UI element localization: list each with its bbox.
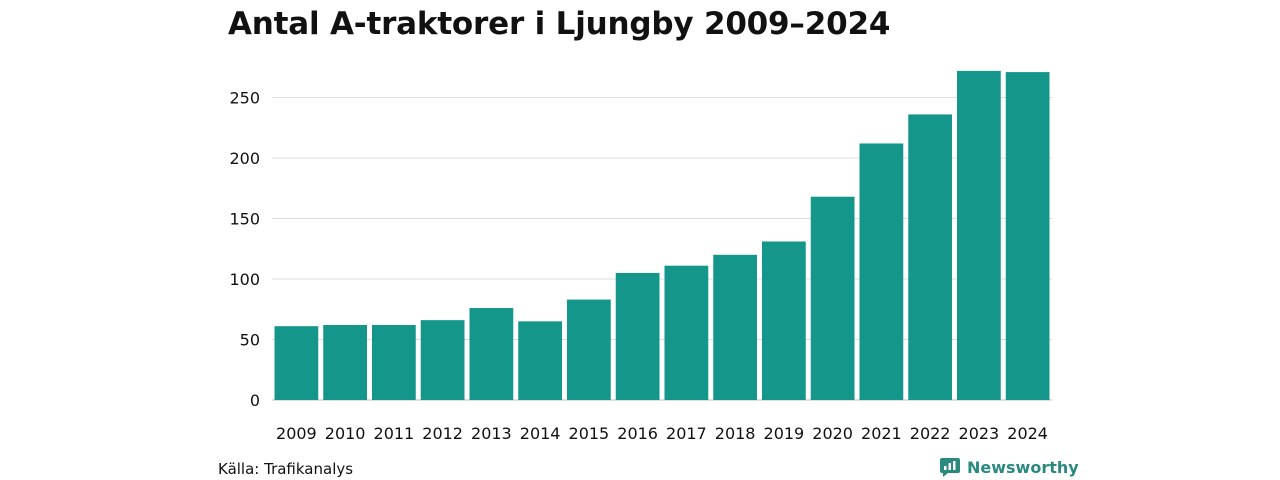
source-note: Källa: Trafikanalys <box>218 460 354 478</box>
x-tick-label: 2015 <box>569 424 610 443</box>
x-tick-label: 2024 <box>1007 424 1048 443</box>
bar-2017 <box>664 265 709 400</box>
y-tick-labels: 0 50 100 150 200 250 <box>229 89 260 411</box>
bar-2020 <box>810 196 855 400</box>
bar-chart: 0 50 100 150 200 250 2009 2010 2011 2012 2013 2014… <box>229 70 1052 443</box>
bar-2022 <box>908 114 952 400</box>
x-tick-label: 2016 <box>617 424 658 443</box>
bar-2018 <box>713 254 757 400</box>
x-tick-label: 2011 <box>374 424 415 443</box>
y-tick-label: 250 <box>229 89 260 108</box>
bar-2015 <box>567 299 611 400</box>
bar-2014 <box>518 321 562 400</box>
bar-2024 <box>1005 72 1050 400</box>
bars <box>274 70 1050 401</box>
x-tick-label: 2022 <box>910 424 951 443</box>
y-tick-label: 100 <box>229 270 260 289</box>
y-tick-label: 150 <box>229 210 260 229</box>
brand-name: Newsworthy <box>967 457 1079 477</box>
y-tick-label: 0 <box>250 391 260 410</box>
newsworthy-logo-icon <box>940 458 960 477</box>
bar-2012 <box>420 320 465 400</box>
bar-2009 <box>274 326 319 400</box>
chart-title: Antal A-traktorer i Ljungby 2009–2024 <box>228 6 891 42</box>
x-tick-label: 2009 <box>276 424 317 443</box>
y-tick-label: 200 <box>229 149 260 168</box>
x-tick-label: 2010 <box>325 424 366 443</box>
bar-2016 <box>615 272 660 400</box>
brand-logo: Newsworthy <box>939 456 1079 478</box>
bar-2010 <box>323 324 367 400</box>
x-tick-label: 2021 <box>861 424 902 443</box>
bar-2021 <box>859 143 904 401</box>
x-tick-label: 2019 <box>764 424 805 443</box>
x-tick-label: 2018 <box>715 424 756 443</box>
x-tick-label: 2023 <box>959 424 1000 443</box>
x-tick-label: 2013 <box>471 424 512 443</box>
x-tick-label: 2014 <box>520 424 561 443</box>
x-tick-labels: 2009 2010 2011 2012 2013 2014 2015 2016 2017 2018… <box>276 424 1048 443</box>
bar-2013 <box>469 308 514 400</box>
x-tick-label: 2012 <box>422 424 463 443</box>
x-tick-label: 2017 <box>666 424 707 443</box>
x-tick-label: 2020 <box>812 424 853 443</box>
bar-2019 <box>762 241 806 400</box>
y-tick-label: 50 <box>240 331 260 350</box>
bar-2011 <box>372 324 416 400</box>
bar-2023 <box>957 70 1001 400</box>
